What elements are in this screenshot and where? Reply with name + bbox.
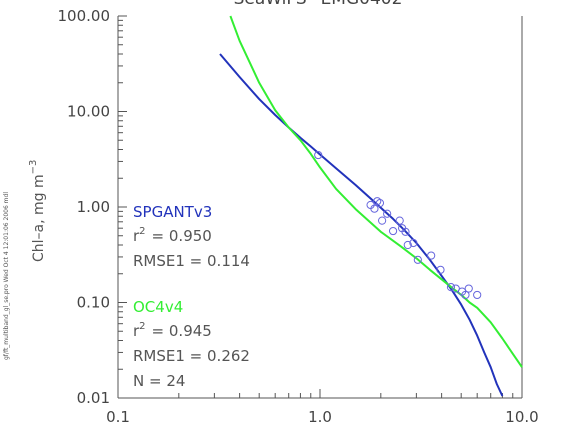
legend-oc4: OC4v4 bbox=[133, 298, 183, 316]
data-points bbox=[314, 150, 482, 300]
x-tick-label: 0.1 bbox=[106, 408, 130, 426]
data-point bbox=[370, 204, 379, 213]
y-tick-label: 100.00 bbox=[58, 7, 111, 25]
x-ticks: 0.1 1.0 10.0 bbox=[106, 389, 539, 426]
oc4-r2-sup: 2 bbox=[139, 321, 145, 332]
data-point bbox=[461, 290, 470, 300]
data-point bbox=[473, 290, 482, 300]
y-ticks: 0.01 0.10 1.00 10.00 100.00 bbox=[58, 7, 127, 407]
y-tick-label: 0.10 bbox=[77, 294, 110, 312]
spgant-r2-label: r bbox=[133, 227, 140, 245]
x-tick-label: 10.0 bbox=[505, 408, 538, 426]
x-tick-label: 1.0 bbox=[308, 408, 332, 426]
data-point bbox=[388, 226, 398, 236]
data-point bbox=[427, 251, 436, 260]
spgant-r2-value: = 0.950 bbox=[152, 227, 212, 245]
spgant-r2-sup: 2 bbox=[139, 226, 145, 237]
data-point bbox=[436, 265, 445, 274]
data-point bbox=[446, 282, 456, 292]
legend-annotations: SPGANTv3 r2 = 0.950 RMSE1 = 0.114 OC4v4 r… bbox=[133, 203, 250, 390]
oc4-r2-value: = 0.945 bbox=[152, 322, 212, 340]
y-axis-label-text: Chl–a, mg m bbox=[31, 174, 47, 262]
data-point bbox=[395, 216, 404, 225]
data-point bbox=[464, 284, 473, 293]
data-point bbox=[373, 197, 382, 206]
data-point bbox=[375, 198, 385, 208]
data-point bbox=[403, 240, 412, 250]
spgant-curve bbox=[219, 53, 504, 397]
oc4-r2-label: r bbox=[133, 322, 140, 340]
series-curves bbox=[219, 15, 523, 397]
data-point bbox=[383, 209, 392, 218]
sample-count: N = 24 bbox=[133, 372, 185, 390]
data-point bbox=[409, 238, 418, 248]
oc4-r2: r2 = 0.945 bbox=[133, 321, 212, 340]
data-point bbox=[314, 150, 323, 160]
spgant-rmse: RMSE1 = 0.114 bbox=[133, 252, 250, 270]
data-point bbox=[401, 227, 410, 236]
data-point bbox=[378, 216, 387, 225]
chart-title: SeaWiFS –EMG0402 bbox=[234, 0, 403, 9]
legend-spgant: SPGANTv3 bbox=[133, 203, 212, 221]
y-tick-label: 0.01 bbox=[77, 389, 110, 407]
y-tick-label: 10.00 bbox=[67, 103, 110, 121]
oc4-curve bbox=[229, 15, 523, 368]
spgant-r2: r2 = 0.950 bbox=[133, 226, 212, 245]
data-point bbox=[413, 255, 422, 264]
side-note: gf/ft_multiband_gl_se.pro Wed Oct 4 12:0… bbox=[3, 192, 10, 360]
y-axis-label: Chl–a, mg m−3 bbox=[28, 160, 47, 262]
oc4-rmse: RMSE1 = 0.262 bbox=[133, 347, 250, 365]
y-axis-label-exponent: −3 bbox=[28, 160, 39, 175]
y-tick-label: 1.00 bbox=[77, 198, 110, 216]
